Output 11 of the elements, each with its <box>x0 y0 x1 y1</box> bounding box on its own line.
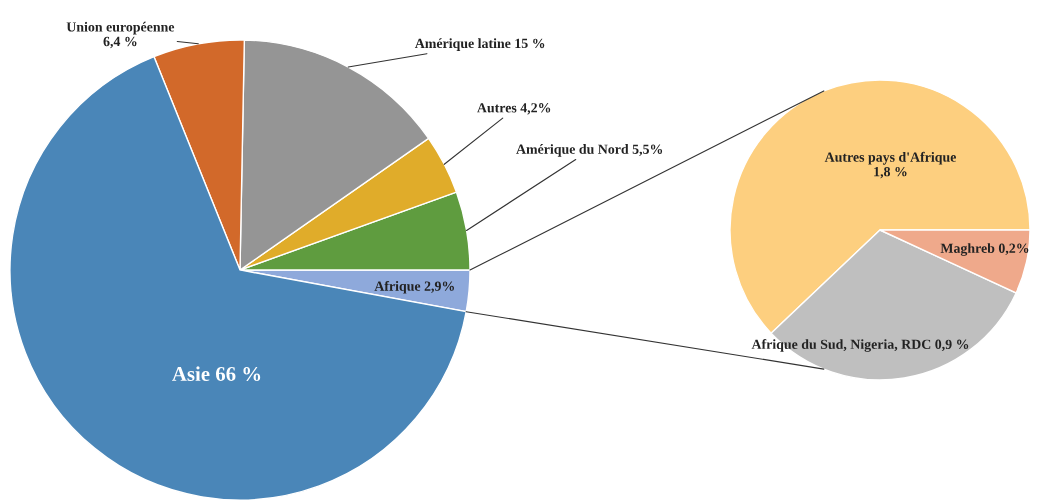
slice-label: Union européenne <box>66 21 175 35</box>
slice-label: Amérique latine 15 % <box>414 38 545 51</box>
slice-label: Autres 4,2% <box>477 103 551 115</box>
slice-label: Maghreb 0,2% <box>940 243 1029 256</box>
slice-label: Asie 66 % <box>172 366 261 382</box>
slice-label: Afrique 2,9% <box>374 280 455 294</box>
data-label: 1,8 % <box>874 166 907 179</box>
slice-label: Autres pays d'Afrique <box>824 151 956 165</box>
data-label: 6,4 % <box>103 36 137 49</box>
slice-label: Afrique du Sud, Nigeria, RDC 0,9 % <box>751 339 969 352</box>
slice-label: Amérique du Nord 5,5% <box>516 144 663 157</box>
